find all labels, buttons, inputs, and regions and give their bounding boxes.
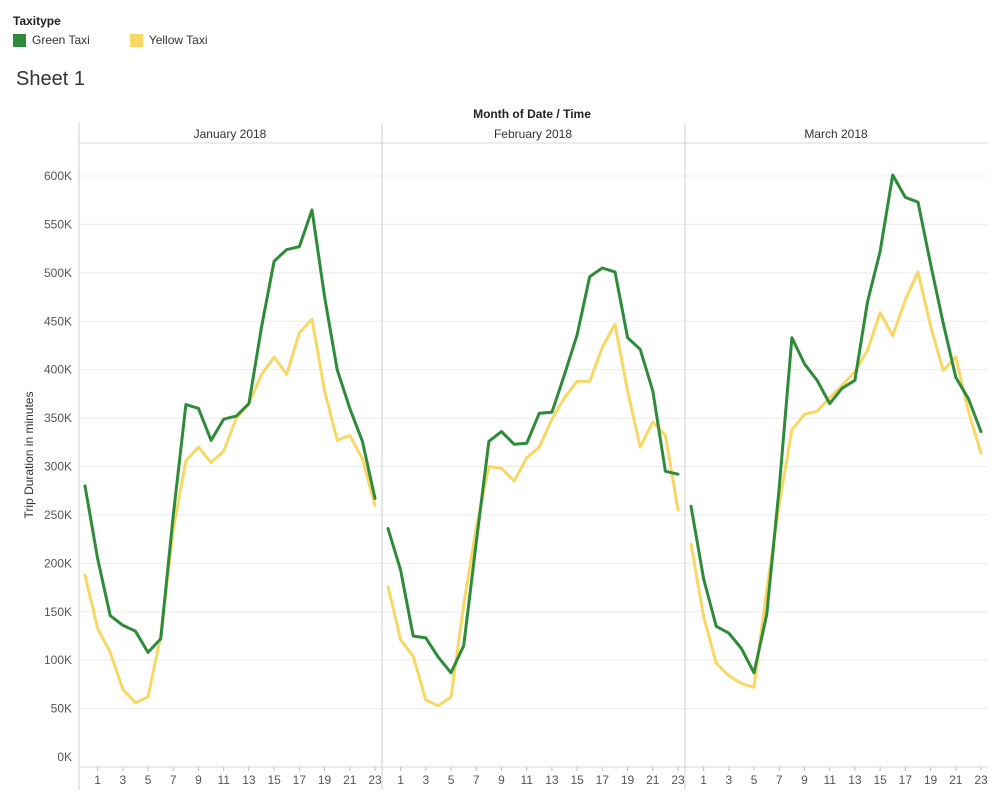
legend-swatch-yellow <box>129 33 143 47</box>
x-tick-label: 21 <box>646 773 660 787</box>
y-tick-label: 350K <box>44 411 72 425</box>
y-tick-label: 300K <box>44 460 72 474</box>
y-tick-label: 200K <box>44 556 72 570</box>
x-tick-label: 1 <box>94 773 101 787</box>
legend-item-yellow-taxi[interactable]: Yellow Taxi <box>129 33 208 47</box>
y-tick-label: 250K <box>44 508 72 522</box>
x-tick-label: 13 <box>545 773 559 787</box>
y-tick-label: 600K <box>44 169 72 183</box>
x-tick-label: 7 <box>170 773 177 787</box>
y-tick-label: 0K <box>57 750 72 764</box>
x-tick-label: 15 <box>570 773 584 787</box>
x-tick-label: 13 <box>242 773 256 787</box>
x-tick-label: 1 <box>700 773 707 787</box>
x-tick-label: 3 <box>725 773 732 787</box>
y-tick-label: 450K <box>44 314 72 328</box>
x-tick-label: 9 <box>195 773 202 787</box>
x-tick-label: 23 <box>368 773 382 787</box>
x-tick-label: 21 <box>949 773 963 787</box>
legend-label-yellow-taxi: Yellow Taxi <box>148 33 208 47</box>
legend-item-green-taxi[interactable]: Green Taxi <box>13 33 90 47</box>
x-tick-label: 21 <box>343 773 357 787</box>
x-tick-label: 5 <box>751 773 758 787</box>
legend-swatch-green <box>13 33 26 47</box>
y-tick-label: 150K <box>44 605 72 619</box>
sheet-title: Sheet 1 <box>16 68 85 90</box>
series-line-yellow-taxi-1 <box>83 317 377 705</box>
legend: Taxitype Green Taxi Yellow Taxi <box>13 14 208 47</box>
y-tick-label: 50K <box>51 702 72 716</box>
x-tick-label: 7 <box>473 773 480 787</box>
x-tick-label: 11 <box>217 773 230 787</box>
legend-label-green-taxi: Green Taxi <box>32 33 90 47</box>
x-tick-label: 9 <box>498 773 505 787</box>
series-line-green-taxi-2 <box>386 266 680 675</box>
x-tick-label: 15 <box>267 773 281 787</box>
y-tick-label: 400K <box>44 363 72 377</box>
panel-header-label: February 2018 <box>494 127 572 141</box>
x-tick-label: 13 <box>848 773 862 787</box>
y-tick-label: 550K <box>44 217 72 231</box>
x-tick-label: 7 <box>776 773 783 787</box>
panel-header-label: January 2018 <box>194 127 267 141</box>
x-tick-label: 17 <box>596 773 610 787</box>
x-tick-label: 19 <box>924 773 938 787</box>
series-line-yellow-taxi-3 <box>689 270 983 689</box>
x-tick-label: 19 <box>621 773 635 787</box>
x-tick-label: 11 <box>520 773 533 787</box>
series-line-green-taxi-3 <box>689 173 983 675</box>
y-axis-label: Trip Duration in minutes <box>22 392 36 519</box>
x-tick-label: 1 <box>397 773 404 787</box>
x-tick-label: 9 <box>801 773 808 787</box>
x-tick-label: 5 <box>448 773 455 787</box>
series-line-yellow-taxi-2 <box>386 322 680 708</box>
legend-title: Taxitype <box>13 14 61 28</box>
x-tick-label: 3 <box>422 773 429 787</box>
x-tick-label: 5 <box>145 773 152 787</box>
x-tick-label: 17 <box>899 773 913 787</box>
x-tick-label: 11 <box>823 773 836 787</box>
x-tick-label: 17 <box>293 773 307 787</box>
y-tick-label: 100K <box>44 653 72 667</box>
x-tick-label: 23 <box>974 773 988 787</box>
x-tick-label: 23 <box>671 773 685 787</box>
panel-header-label: March 2018 <box>804 127 868 141</box>
y-tick-label: 500K <box>44 266 72 280</box>
x-tick-label: 3 <box>119 773 126 787</box>
series-line-green-taxi-1 <box>83 208 377 654</box>
column-header-title: Month of Date / Time <box>473 107 591 121</box>
x-tick-label: 15 <box>873 773 887 787</box>
x-tick-label: 19 <box>318 773 332 787</box>
